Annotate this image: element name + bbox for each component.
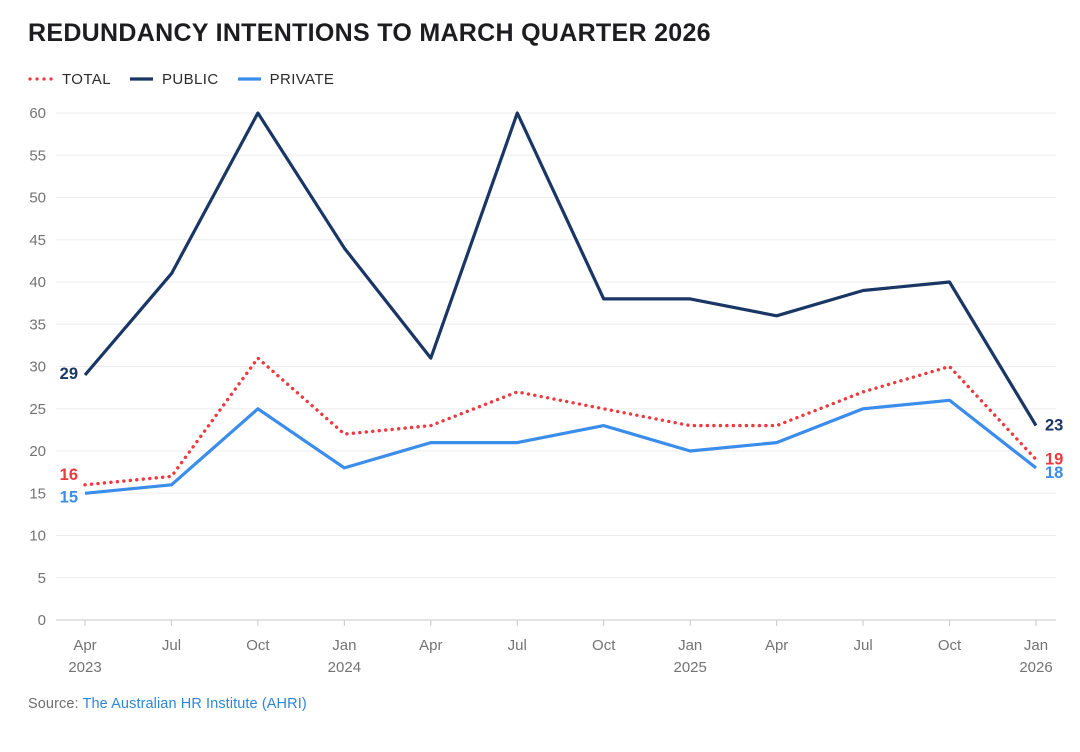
legend-label: PRIVATE xyxy=(269,70,335,88)
y-axis-label: 30 xyxy=(29,359,46,376)
x-axis-label: Oct xyxy=(246,637,270,654)
legend-swatch-solid xyxy=(237,77,261,81)
y-axis-label: 20 xyxy=(29,443,46,460)
series-start-label-total: 16 xyxy=(60,466,78,484)
y-axis-label: 5 xyxy=(38,570,46,587)
y-axis-label: 55 xyxy=(29,147,46,164)
legend-item-total: TOTAL xyxy=(28,71,111,88)
chart-card: REDUNDANCY INTENTIONS TO MARCH QUARTER 2… xyxy=(0,18,1080,752)
legend-swatch-solid xyxy=(129,77,153,81)
series-start-label-public: 29 xyxy=(60,365,78,383)
source-line: Source: The Australian HR Institute (AHR… xyxy=(28,696,1080,712)
series-line-private xyxy=(84,398,1037,495)
legend-label: TOTAL xyxy=(62,70,111,88)
x-axis-year-label: 2024 xyxy=(328,659,361,676)
series-line-total xyxy=(83,356,1038,487)
x-axis-year-label: 2023 xyxy=(68,659,101,676)
series-line-public xyxy=(83,111,1038,427)
x-axis-label: Jul xyxy=(853,637,872,654)
x-axis-label: Jul xyxy=(162,637,181,654)
y-axis-label: 60 xyxy=(29,105,46,122)
legend-swatch-dotted xyxy=(28,77,55,81)
x-axis-year-label: 2026 xyxy=(1019,659,1052,676)
y-axis-label: 35 xyxy=(29,316,46,333)
x-axis-year-label: 2025 xyxy=(673,659,706,676)
y-axis-label: 45 xyxy=(29,232,46,249)
x-axis-label: Apr xyxy=(419,637,442,654)
legend-label: PUBLIC xyxy=(161,70,219,88)
chart-title: REDUNDANCY INTENTIONS TO MARCH QUARTER 2… xyxy=(28,19,711,47)
legend-item-private: PRIVATE xyxy=(236,71,335,88)
x-axis-label: Jan xyxy=(1024,637,1048,654)
x-axis-label: Jul xyxy=(508,637,527,654)
y-axis-label: 50 xyxy=(29,190,46,207)
source-link[interactable]: The Australian HR Institute (AHRI) xyxy=(82,696,307,712)
x-axis-label: Oct xyxy=(938,637,962,654)
series-start-label-private: 15 xyxy=(60,488,78,506)
y-axis-label: 10 xyxy=(29,528,46,545)
y-axis-label: 0 xyxy=(38,612,46,629)
series-end-label-public: 23 xyxy=(1045,417,1063,435)
y-axis-label: 25 xyxy=(29,401,46,418)
y-axis-label: 40 xyxy=(29,274,46,291)
x-axis-label: Apr xyxy=(765,637,788,654)
legend-item-public: PUBLIC xyxy=(128,71,219,88)
y-axis-label: 15 xyxy=(29,485,46,502)
x-axis-label: Jan xyxy=(332,637,356,654)
legend: TOTAL PUBLIC PRIVATE xyxy=(28,70,1080,88)
x-axis-label: Apr xyxy=(73,637,96,654)
x-axis-label: Oct xyxy=(592,637,616,654)
source-prefix: Source: xyxy=(28,696,79,712)
series-end-label-private: 18 xyxy=(1045,464,1063,482)
x-axis-label: Jan xyxy=(678,637,702,654)
series-end-label-total: 19 xyxy=(1045,450,1063,468)
